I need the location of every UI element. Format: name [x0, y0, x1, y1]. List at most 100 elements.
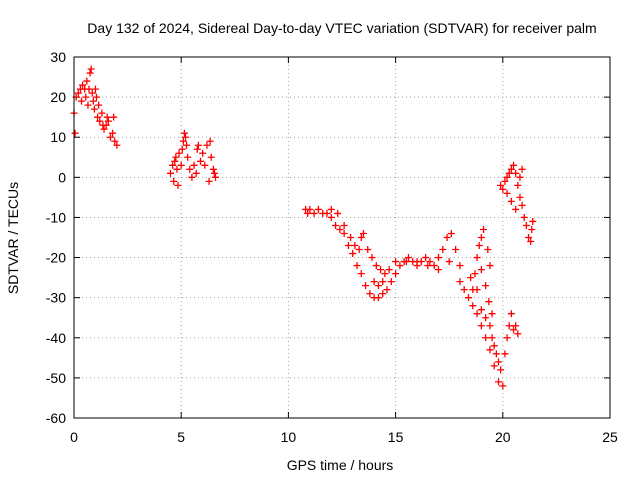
data-point-marker [492, 350, 500, 358]
data-point-marker [495, 358, 503, 366]
data-point-marker [82, 93, 90, 101]
data-point-marker [355, 246, 363, 254]
y-tick-label: 20 [50, 89, 66, 105]
x-tick-label: 20 [495, 429, 511, 445]
data-point-marker [336, 225, 344, 233]
data-point-marker [196, 157, 204, 165]
data-point-marker [192, 169, 200, 177]
x-tick-label: 25 [602, 429, 618, 445]
y-tick-label: -30 [46, 290, 66, 306]
data-point-marker [385, 266, 393, 274]
data-point-marker [201, 161, 209, 169]
data-point-marker [96, 117, 104, 125]
data-point-marker [464, 294, 472, 302]
data-point-marker [482, 314, 490, 322]
y-tick-label: -40 [46, 330, 66, 346]
x-tick-label: 5 [177, 429, 185, 445]
data-point-marker [85, 85, 93, 93]
data-point-marker [323, 209, 331, 217]
data-point-marker [529, 217, 537, 225]
data-point-marker [310, 209, 318, 217]
data-point-marker [372, 262, 380, 270]
data-point-marker [477, 234, 485, 241]
data-point-marker [173, 165, 181, 173]
data-point-marker [327, 205, 335, 213]
data-point-marker [473, 254, 481, 262]
data-point-marker [514, 330, 522, 338]
data-point-marker [177, 161, 185, 169]
data-point-marker [194, 141, 202, 149]
data-point-marker [74, 89, 82, 97]
data-point-marker [497, 366, 505, 374]
data-point-marker [86, 69, 94, 77]
data-point-marker [89, 97, 97, 105]
data-point-marker [362, 282, 370, 290]
data-point-marker [522, 221, 530, 229]
data-point-marker [209, 165, 217, 173]
data-point-marker [426, 258, 434, 266]
data-point-marker [486, 322, 494, 330]
data-point-marker [103, 113, 111, 121]
data-point-marker [525, 234, 533, 241]
data-point-marker [447, 229, 455, 237]
data-point-marker [377, 266, 385, 274]
data-point-marker [110, 113, 118, 121]
data-point-marker [340, 221, 348, 229]
data-point-marker [452, 246, 460, 254]
data-point-marker [516, 173, 524, 181]
data-point-marker [456, 262, 464, 270]
y-tick-label: -20 [46, 250, 66, 266]
data-point-marker [520, 213, 528, 221]
data-point-marker [347, 234, 355, 241]
data-point-marker [413, 258, 421, 266]
data-point-marker [184, 153, 192, 161]
data-point-marker [512, 169, 520, 177]
data-point-marker [102, 121, 110, 129]
data-point-marker [467, 274, 475, 282]
data-point-marker [396, 262, 404, 270]
data-point-marker [485, 298, 493, 306]
data-point-marker [434, 266, 442, 274]
data-point-marker [98, 109, 106, 117]
data-point-marker [306, 205, 314, 213]
data-point-marker [166, 169, 174, 177]
data-point-marker [480, 225, 488, 233]
data-point-marker [334, 209, 342, 217]
data-point-marker [505, 322, 513, 330]
data-point-marker [170, 177, 178, 185]
data-point-marker [304, 209, 312, 217]
data-point-marker [210, 169, 218, 177]
data-point-marker [90, 105, 98, 113]
y-tick-label: 10 [50, 129, 66, 145]
data-point-marker [499, 382, 507, 390]
data-point-marker [332, 221, 340, 229]
data-point-marker [175, 149, 183, 157]
data-point-marker [359, 229, 367, 237]
data-point-marker [507, 197, 515, 205]
data-point-marker [171, 157, 179, 165]
y-tick-label: 0 [58, 169, 66, 185]
data-point-marker [486, 346, 494, 354]
grid-layer [74, 57, 610, 418]
data-point-marker [392, 258, 400, 266]
data-point-marker [456, 278, 464, 286]
data-point-marker [190, 161, 198, 169]
data-point-marker [179, 137, 187, 145]
data-point-marker [503, 189, 511, 197]
data-point-marker [106, 133, 114, 141]
data-point-marker [104, 117, 112, 125]
data-point-marker [174, 181, 182, 189]
data-point-marker [178, 145, 186, 153]
data-point-marker [172, 153, 180, 161]
data-point-marker [516, 193, 524, 201]
data-point-marker [368, 254, 376, 262]
data-point-marker [183, 141, 191, 149]
plot-frame [73, 56, 611, 419]
data-point-marker [477, 266, 485, 274]
data-point-marker [490, 362, 498, 370]
data-point-marker [497, 181, 505, 189]
data-point-marker [100, 125, 108, 133]
data-point-marker [314, 205, 322, 213]
chart-title: Day 132 of 2024, Sidereal Day-to-day VTE… [87, 20, 596, 36]
